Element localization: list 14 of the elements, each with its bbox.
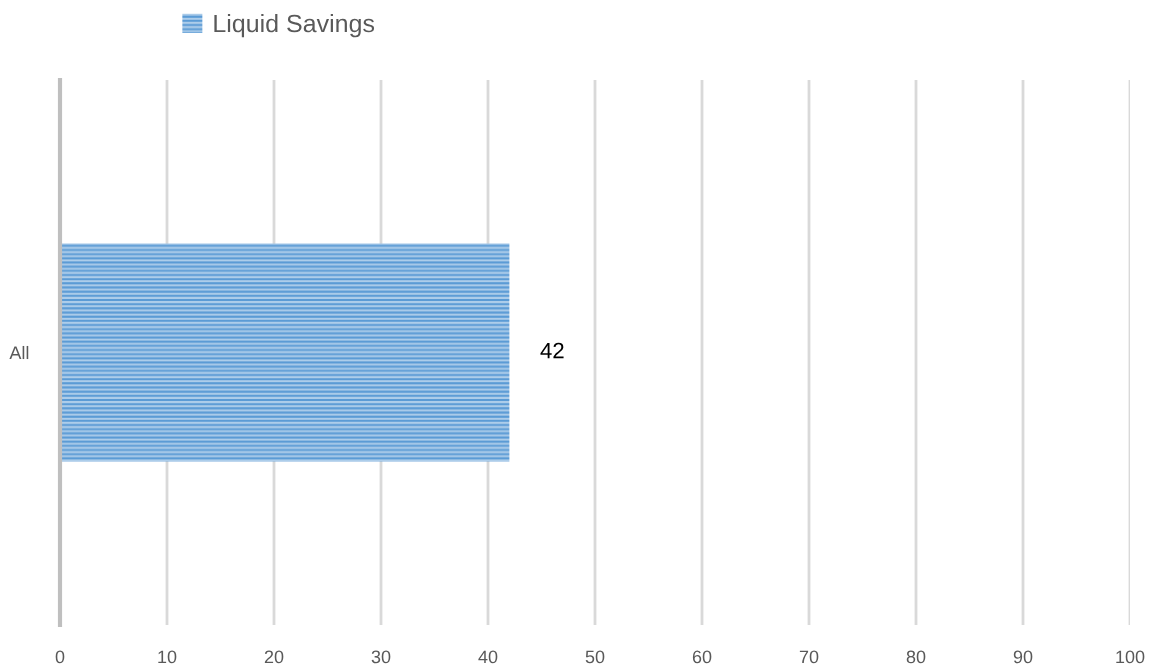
x-tick-label: 70 xyxy=(799,650,819,664)
x-tick-label: 40 xyxy=(478,650,498,664)
x-tick-label: 20 xyxy=(264,650,284,664)
data-label: 42 xyxy=(540,342,564,359)
y-tick-label: All xyxy=(9,345,29,360)
legend-label: Liquid Savings xyxy=(214,14,375,38)
x-tick-label: 90 xyxy=(1013,650,1033,664)
x-tick-label: 100 xyxy=(1116,650,1145,664)
x-tick-label: 60 xyxy=(692,650,712,664)
x-tick-label: 30 xyxy=(371,650,391,664)
x-tick-label: 80 xyxy=(906,650,926,664)
x-tick-label: 10 xyxy=(158,650,177,664)
x-tick-label: 0 xyxy=(55,650,65,664)
x-tick-label: 50 xyxy=(585,650,605,664)
